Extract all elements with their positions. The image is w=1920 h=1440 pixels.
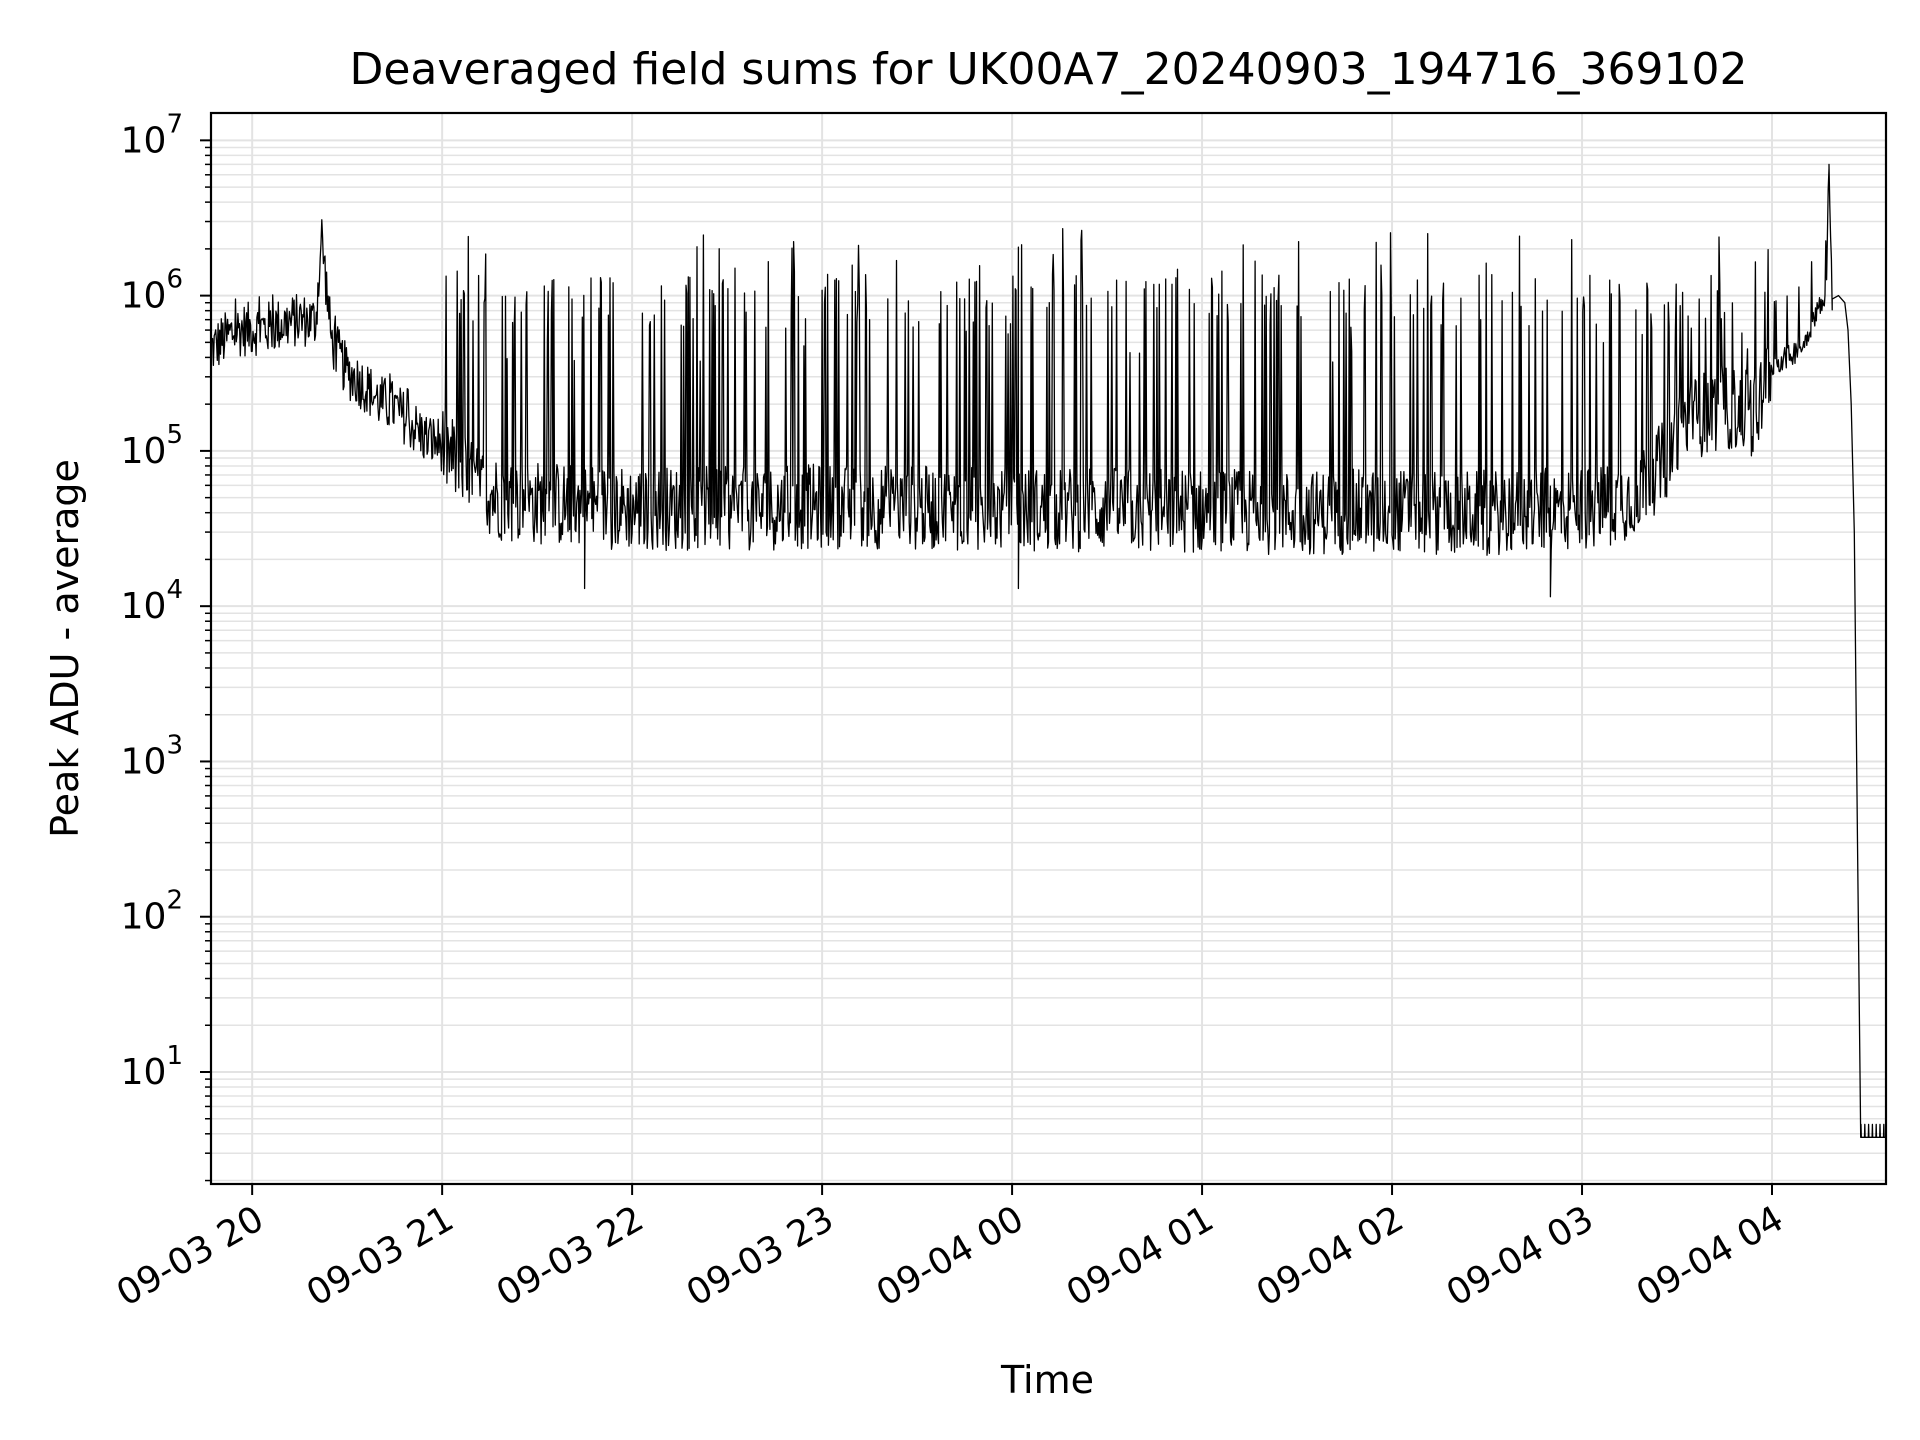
y-tick-base: 10 <box>121 897 167 938</box>
y-tick-label: 102 <box>121 886 183 938</box>
y-tick-label: 106 <box>121 265 183 317</box>
y-tick-exponent: 1 <box>166 1041 183 1071</box>
y-tick-label: 105 <box>121 420 183 472</box>
y-tick-base: 10 <box>121 120 167 161</box>
y-tick-base: 10 <box>121 1052 167 1093</box>
chart-title: Deaveraged field sums for UK00A7_2024090… <box>349 44 1747 95</box>
y-tick-base: 10 <box>121 741 167 782</box>
y-axis-label: Peak ADU - average <box>43 459 87 838</box>
plot-series <box>210 163 1887 1138</box>
y-tick-exponent: 7 <box>166 109 183 139</box>
x-axis-label: Time <box>1000 1358 1094 1402</box>
y-tick-exponent: 2 <box>166 886 183 916</box>
y-tick-exponent: 4 <box>166 575 183 605</box>
y-tick-label: 101 <box>121 1041 183 1093</box>
y-tick-base: 10 <box>121 276 167 317</box>
y-tick-base: 10 <box>121 586 167 627</box>
y-tick-label: 104 <box>121 575 183 627</box>
y-tick-base: 10 <box>121 431 167 472</box>
y-tick-exponent: 5 <box>166 420 183 450</box>
plot-frame <box>209 111 1888 1186</box>
y-tick-exponent: 6 <box>166 265 183 295</box>
y-tick-exponent: 3 <box>166 730 183 760</box>
y-tick-label: 103 <box>121 730 183 782</box>
y-tick-label: 107 <box>121 109 183 161</box>
series-line <box>210 163 1887 1138</box>
